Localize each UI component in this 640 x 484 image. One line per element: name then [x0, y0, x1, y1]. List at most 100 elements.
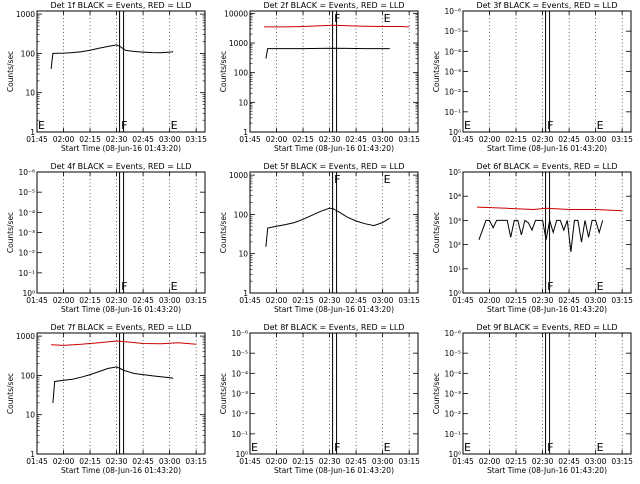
y-axis-label: Counts/sec: [432, 212, 441, 253]
panel-title: Det 9f BLACK = Events, RED = LLD: [476, 323, 617, 332]
plot-frame: [249, 10, 419, 133]
x-tick-label: 02:15: [292, 135, 314, 144]
x-tick-label: 01:45: [239, 296, 261, 305]
x-tick-label: 03:00: [585, 296, 607, 305]
y-tick-label: 1: [243, 289, 248, 298]
y-tick-label: 10: [238, 250, 248, 259]
y-tick-label: 10⁻⁵: [444, 27, 461, 36]
x-axis-label: Start Time (08-Jun-16 01:43:20): [61, 466, 181, 475]
x-axis-label: Start Time (08-Jun-16 01:43:20): [61, 144, 181, 153]
plot-frame: [36, 10, 206, 133]
marker-label: E: [464, 441, 471, 454]
panel-det-2: Det 2f BLACK = Events, RED = LLD 01:45 02:…: [219, 1, 420, 153]
y-tick-label: 10⁰: [235, 450, 248, 459]
x-tick-label: 02:15: [505, 296, 527, 305]
marker-label: F: [334, 173, 340, 186]
plot-frame: [36, 332, 206, 455]
y-tick-label: 10⁻⁴: [444, 369, 461, 378]
series-lld-line: [51, 340, 197, 346]
y-tick-label: 10⁻⁶: [18, 168, 35, 177]
x-tick-label: 01:45: [26, 296, 48, 305]
x-tick-label: 03:00: [372, 296, 394, 305]
y-tick-label: 1: [243, 128, 248, 137]
y-tick-label: 10⁴: [448, 192, 461, 201]
x-axis-label: Start Time (08-Jun-16 01:43:20): [487, 144, 607, 153]
y-tick-label: 1000: [16, 10, 35, 19]
y-tick-label: 10⁻³: [444, 68, 461, 77]
marker-label: E: [597, 119, 604, 132]
panel-title: Det 4f BLACK = Events, RED = LLD: [50, 162, 191, 171]
y-tick-label: 10⁰: [448, 289, 461, 298]
y-tick-label: 10⁻¹: [444, 430, 461, 439]
y-tick-label: 10⁻⁶: [444, 329, 461, 338]
marker-label: F: [334, 12, 340, 25]
y-tick-label: 1000: [229, 39, 248, 48]
x-tick-label: 03:00: [372, 457, 394, 466]
panel-det-5: Det 5f BLACK = Events, RED = LLD 01:45 02:…: [219, 162, 420, 314]
y-tick-label: 10⁻²: [444, 88, 461, 97]
x-axis-label: Start Time (08-Jun-16 01:43:20): [274, 305, 394, 314]
panel-title: Det 3f BLACK = Events, RED = LLD: [476, 1, 617, 10]
y-tick-label: 10²: [448, 241, 461, 250]
marker-label: E: [384, 12, 391, 25]
panel-det-7: Det 7f BLACK = Events, RED = LLD 01:45 02:…: [6, 323, 207, 475]
panel-title: Det 1f BLACK = Events, RED = LLD: [50, 1, 191, 10]
y-tick-label: 10⁻¹: [18, 269, 35, 278]
y-tick-label: 10¹: [448, 265, 461, 274]
marker-label: F: [334, 441, 340, 454]
x-tick-label: 02:45: [345, 135, 367, 144]
marker-label: E: [38, 119, 45, 132]
series-events-line: [265, 207, 390, 247]
x-tick-label: 02:30: [319, 135, 341, 144]
y-tick-label: 10⁻⁵: [18, 188, 35, 197]
panel-title: Det 5f BLACK = Events, RED = LLD: [263, 162, 404, 171]
x-tick-label: 02:15: [505, 457, 527, 466]
y-tick-label: 100: [234, 69, 249, 78]
x-tick-label: 03:00: [372, 135, 394, 144]
panel-det-9: Det 9f BLACK = Events, RED = LLD 01:45 02:…: [432, 323, 633, 475]
y-tick-label: 10⁻⁶: [231, 329, 248, 338]
series-events-line: [52, 366, 174, 403]
x-tick-label: 01:45: [239, 135, 261, 144]
x-tick-label: 02:45: [132, 457, 154, 466]
panel-det-4: Det 4f BLACK = Events, RED = LLD 01:45 02:…: [6, 162, 207, 314]
x-tick-label: 02:45: [132, 135, 154, 144]
x-axis-label: Start Time (08-Jun-16 01:43:20): [487, 466, 607, 475]
x-tick-label: 01:45: [452, 296, 474, 305]
panel-det-1: Det 1f BLACK = Events, RED = LLD 01:45 02:…: [6, 1, 207, 153]
marker-label: E: [384, 441, 391, 454]
x-tick-label: 02:30: [532, 135, 554, 144]
x-tick-label: 02:15: [79, 135, 101, 144]
y-tick-label: 10⁻¹: [444, 108, 461, 117]
plot-frame: [249, 171, 419, 294]
x-axis-label: Start Time (08-Jun-16 01:43:20): [274, 144, 394, 153]
x-tick-label: 03:00: [159, 135, 181, 144]
y-axis-label: Counts/sec: [432, 373, 441, 414]
y-tick-label: 10⁵: [448, 168, 461, 177]
x-tick-label: 02:15: [79, 296, 101, 305]
x-tick-label: 02:15: [505, 135, 527, 144]
y-tick-label: 10⁻²: [18, 249, 35, 258]
y-axis-label: Counts/sec: [219, 51, 228, 92]
y-axis-label: Counts/sec: [432, 51, 441, 92]
plot-frame: [462, 10, 632, 133]
y-tick-label: 10⁻²: [444, 410, 461, 419]
y-tick-label: 10⁻³: [444, 390, 461, 399]
x-axis-label: Start Time (08-Jun-16 01:43:20): [61, 305, 181, 314]
series-lld-line: [477, 206, 623, 212]
y-tick-label: 10⁰: [22, 289, 35, 298]
y-axis-label: Counts/sec: [219, 212, 228, 253]
y-tick-label: 10³: [448, 216, 461, 225]
x-tick-label: 03:00: [585, 457, 607, 466]
marker-label: F: [547, 441, 553, 454]
x-tick-label: 02:30: [532, 296, 554, 305]
panel-det-6: Det 6f BLACK = Events, RED = LLD 01:45 02:…: [432, 162, 633, 314]
marker-label: E: [597, 441, 604, 454]
x-tick-label: 02:30: [319, 296, 341, 305]
plot-frame: [462, 171, 632, 294]
y-tick-label: 10⁻⁵: [231, 349, 248, 358]
y-axis-label: Counts/sec: [6, 373, 15, 414]
x-tick-label: 02:30: [532, 457, 554, 466]
